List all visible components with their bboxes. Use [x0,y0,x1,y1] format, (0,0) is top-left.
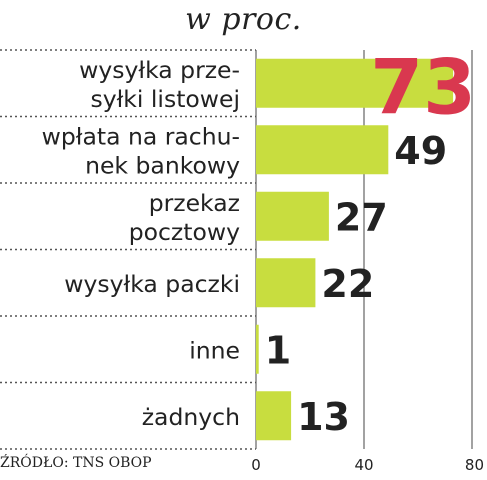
category-label: syłki listowej [90,85,240,113]
bar-1 [256,125,389,175]
category-label: przekaz [149,189,240,217]
tick-label: 40 [354,456,373,474]
category-label: nek bankowy [85,151,240,179]
bar-2 [256,191,329,241]
bar-5 [256,391,292,441]
source-note: ŹRÓDŁO: TNS OBOP [0,455,152,471]
category-label: wpłata na rachu- [42,122,240,150]
chart-subtitle: w proc. [185,2,302,37]
bar-4 [256,324,259,374]
bar-0 [256,58,454,108]
category-label: pocztowy [129,218,240,246]
value-label: 49 [394,129,447,173]
category-label: wysyłka prze- [79,56,240,84]
value-label: 73 [370,42,476,131]
category-label: inne [189,336,240,364]
tick-label: 80 [465,456,484,474]
value-label: 27 [335,195,388,239]
bar-3 [256,258,316,308]
category-label: żadnych [142,403,240,431]
value-label: 22 [321,262,374,306]
value-label: 13 [297,395,350,439]
category-label: wysyłka paczki [64,270,240,298]
tick-label: 0 [251,456,261,474]
value-label: 1 [265,328,291,372]
